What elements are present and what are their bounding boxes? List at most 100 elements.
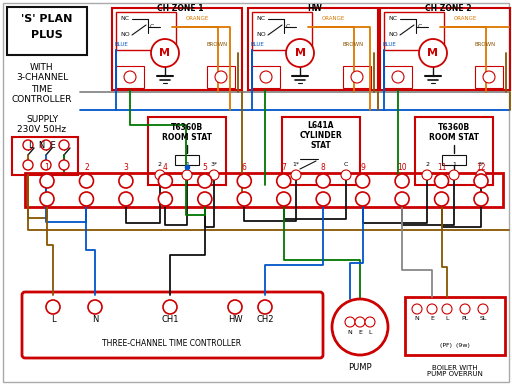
- Bar: [442, 155, 466, 165]
- Circle shape: [392, 71, 404, 83]
- Text: CH1: CH1: [161, 315, 179, 323]
- Text: HW: HW: [228, 315, 242, 323]
- Text: 7: 7: [281, 164, 286, 172]
- Text: 8: 8: [321, 164, 326, 172]
- Circle shape: [345, 317, 355, 327]
- Circle shape: [59, 160, 69, 170]
- Text: BLUE: BLUE: [250, 42, 264, 47]
- Text: N: N: [348, 330, 352, 335]
- Text: STAT: STAT: [311, 141, 331, 149]
- Circle shape: [332, 299, 388, 355]
- Circle shape: [276, 174, 291, 188]
- Text: T6360B: T6360B: [438, 122, 470, 132]
- Text: 6: 6: [242, 164, 247, 172]
- Circle shape: [228, 300, 242, 314]
- Circle shape: [79, 174, 94, 188]
- Text: L  N  E: L N E: [29, 141, 55, 149]
- Circle shape: [395, 192, 409, 206]
- Text: PL: PL: [461, 316, 468, 321]
- Text: ROOM STAT: ROOM STAT: [429, 132, 479, 142]
- Text: N: N: [415, 316, 419, 321]
- Text: CONTROLLER: CONTROLLER: [12, 95, 72, 104]
- Text: 2: 2: [158, 162, 162, 167]
- Text: 11: 11: [437, 164, 446, 172]
- Text: ORANGE: ORANGE: [322, 17, 345, 22]
- Text: PUMP: PUMP: [348, 363, 372, 372]
- Text: 230V 50Hz: 230V 50Hz: [17, 126, 67, 134]
- Circle shape: [422, 170, 432, 180]
- Bar: [175, 155, 199, 165]
- Text: BOILER WITH
PUMP OVERRUN: BOILER WITH PUMP OVERRUN: [427, 365, 483, 378]
- Text: 3-CHANNEL: 3-CHANNEL: [16, 74, 68, 82]
- Text: 3: 3: [123, 164, 129, 172]
- Text: BROWN: BROWN: [475, 42, 496, 47]
- Circle shape: [59, 140, 69, 150]
- Circle shape: [258, 300, 272, 314]
- Circle shape: [209, 170, 219, 180]
- Bar: [405, 297, 505, 355]
- Text: C: C: [150, 25, 154, 30]
- Text: T6360B: T6360B: [171, 122, 203, 132]
- Bar: [415, 117, 493, 185]
- Text: M: M: [294, 48, 306, 58]
- Bar: [252, 66, 280, 88]
- Circle shape: [478, 304, 488, 314]
- Circle shape: [291, 170, 301, 180]
- Text: L641A: L641A: [308, 121, 334, 129]
- Circle shape: [198, 174, 212, 188]
- Circle shape: [316, 174, 330, 188]
- Text: BLUE: BLUE: [382, 42, 396, 47]
- Bar: [116, 66, 144, 88]
- Text: 9: 9: [360, 164, 365, 172]
- Circle shape: [395, 174, 409, 188]
- Circle shape: [442, 304, 452, 314]
- Text: V4043H
ZONE VALVE
CH ZONE 1: V4043H ZONE VALVE CH ZONE 1: [154, 0, 206, 13]
- Circle shape: [365, 317, 375, 327]
- Text: 2: 2: [425, 162, 429, 167]
- Circle shape: [215, 71, 227, 83]
- Circle shape: [460, 304, 470, 314]
- Circle shape: [435, 174, 449, 188]
- Circle shape: [119, 192, 133, 206]
- Bar: [343, 66, 371, 88]
- Circle shape: [119, 174, 133, 188]
- Circle shape: [41, 160, 51, 170]
- Text: 10: 10: [397, 164, 407, 172]
- Circle shape: [158, 174, 173, 188]
- Text: C: C: [344, 162, 348, 167]
- Bar: [207, 66, 235, 88]
- Text: THREE-CHANNEL TIME CONTROLLER: THREE-CHANNEL TIME CONTROLLER: [102, 338, 242, 348]
- Text: 1: 1: [185, 162, 189, 167]
- Text: M: M: [428, 48, 438, 58]
- Circle shape: [237, 174, 251, 188]
- Circle shape: [341, 170, 351, 180]
- Circle shape: [474, 174, 488, 188]
- Text: C: C: [286, 25, 290, 30]
- Text: NC: NC: [389, 17, 397, 22]
- Text: E: E: [430, 316, 434, 321]
- Bar: [384, 66, 412, 88]
- Circle shape: [155, 170, 165, 180]
- Circle shape: [182, 170, 192, 180]
- Circle shape: [435, 192, 449, 206]
- Text: NO: NO: [388, 32, 398, 37]
- Text: NO: NO: [256, 32, 266, 37]
- Text: SUPPLY: SUPPLY: [26, 116, 58, 124]
- Text: CH2: CH2: [256, 315, 274, 323]
- Circle shape: [41, 140, 51, 150]
- Circle shape: [40, 192, 54, 206]
- Bar: [7, 7, 87, 55]
- Text: BROWN: BROWN: [343, 42, 364, 47]
- Circle shape: [151, 39, 179, 67]
- Text: 2: 2: [84, 164, 89, 172]
- Text: ORANGE: ORANGE: [453, 17, 477, 22]
- Text: ROOM STAT: ROOM STAT: [162, 132, 212, 142]
- Bar: [475, 66, 503, 88]
- Circle shape: [40, 174, 54, 188]
- Bar: [252, 12, 312, 50]
- Circle shape: [79, 192, 94, 206]
- Bar: [12, 137, 78, 175]
- Text: BLUE: BLUE: [114, 42, 128, 47]
- Bar: [380, 8, 510, 90]
- Bar: [384, 12, 444, 50]
